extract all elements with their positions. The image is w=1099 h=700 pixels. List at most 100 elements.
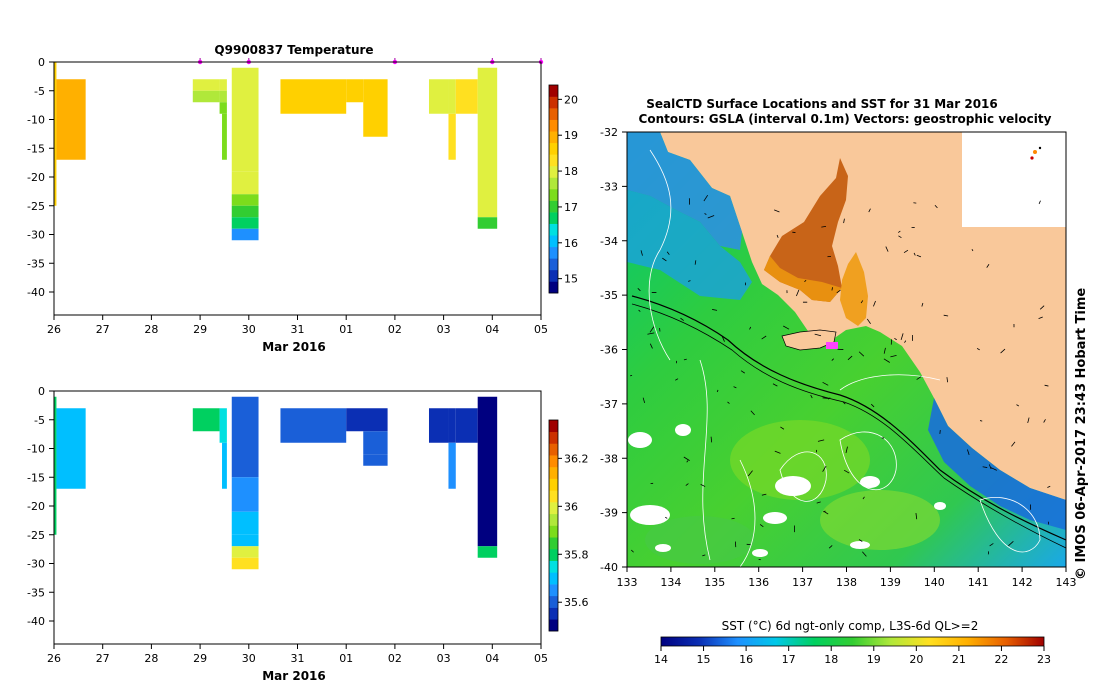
profile-cell xyxy=(231,194,259,206)
spencer-gulf xyxy=(764,158,848,302)
profile-cell xyxy=(280,408,347,443)
velocity-vector xyxy=(783,325,790,330)
x-tick-label: 04 xyxy=(485,323,499,336)
y-tick-label: -5 xyxy=(34,414,45,427)
velocity-vector xyxy=(1008,540,1014,547)
colorbar-segment xyxy=(549,537,558,550)
x-tick-label: 29 xyxy=(193,652,207,665)
sst-colorbar-tick-label: 23 xyxy=(1037,653,1051,666)
x-tick-label: 02 xyxy=(388,323,402,336)
velocity-vector xyxy=(847,355,853,361)
velocity-vector xyxy=(733,386,737,389)
colorbar-tick-label: 17 xyxy=(564,201,578,214)
x-tick-label: 29 xyxy=(193,323,207,336)
velocity-vector xyxy=(903,249,909,254)
colorbar-segment xyxy=(549,548,558,561)
profile-cell xyxy=(192,79,220,91)
profile-cell xyxy=(231,546,259,558)
velocity-vector xyxy=(870,403,875,408)
velocity-vector xyxy=(630,374,633,377)
profile-cell xyxy=(477,546,498,558)
profile-cell xyxy=(192,408,220,432)
longitude-tick-label: 133 xyxy=(617,576,638,589)
latitude-tick-label: -38 xyxy=(600,452,618,465)
velocity-vector xyxy=(638,309,641,312)
y-tick-label: -25 xyxy=(27,529,45,542)
velocity-vector xyxy=(686,460,689,463)
velocity-vector xyxy=(862,551,867,557)
profile-cell xyxy=(363,79,388,137)
velocity-vector xyxy=(858,539,863,542)
velocity-vector xyxy=(915,513,918,520)
x-tick-label: 31 xyxy=(291,323,305,336)
cool-shelf-water xyxy=(627,190,752,300)
velocity-vector xyxy=(883,358,890,363)
colorbar-segment xyxy=(549,200,558,213)
velocity-vector xyxy=(816,501,821,504)
velocity-vector xyxy=(946,377,948,383)
profile-cell xyxy=(346,408,388,432)
profile-cell xyxy=(56,79,86,160)
salinity-y-ticks: 0 -5 -10 -15 -20 -25 -30 -35 -40 xyxy=(27,385,54,628)
colorbar-segment xyxy=(549,478,558,491)
velocity-vector xyxy=(704,213,707,215)
velocity-vector xyxy=(913,252,916,256)
temperature-title: Q9900837 Temperature xyxy=(214,43,373,57)
colorbar-segment xyxy=(549,431,558,444)
y-tick-label: -5 xyxy=(34,85,45,98)
x-tick-label: 28 xyxy=(144,652,158,665)
profile-cell xyxy=(231,217,259,229)
colorbar-tick-label: 20 xyxy=(564,93,578,106)
velocity-vector xyxy=(883,347,886,354)
profile-cell xyxy=(428,79,449,114)
salinity-cells xyxy=(54,396,498,570)
map-longitude-ticks: 133 134 135 136 137 138 139 140 141 142 143 xyxy=(617,567,1077,589)
sst-colorbar xyxy=(660,636,1045,647)
y-tick-label: -15 xyxy=(27,142,45,155)
profile-cell xyxy=(222,113,227,160)
velocity-vector xyxy=(822,397,829,399)
velocity-vector xyxy=(1000,348,1006,354)
longitude-tick-label: 142 xyxy=(1012,576,1033,589)
velocity-vector xyxy=(976,348,980,351)
x-tick-label: 03 xyxy=(437,323,451,336)
velocity-vector xyxy=(637,288,641,292)
colorbar-segment xyxy=(549,212,558,224)
velocity-vector xyxy=(885,246,889,252)
velocity-vector xyxy=(873,300,876,307)
bathymetry-contour xyxy=(631,303,1066,549)
profile-cell xyxy=(222,442,227,489)
x-tick-label: 26 xyxy=(47,323,61,336)
velocity-vector xyxy=(814,333,822,337)
colorbar-tick-label: 36.2 xyxy=(564,452,589,465)
velocity-vector xyxy=(683,358,687,361)
map-latitude-ticks: -32 -33 -34 -35 -36 -37 -38 -39 -40 xyxy=(600,126,627,574)
velocity-vector xyxy=(727,401,730,404)
velocity-vector xyxy=(631,549,634,553)
longitude-tick-label: 143 xyxy=(1056,576,1077,589)
velocity-vector xyxy=(842,401,846,405)
velocity-vector xyxy=(649,343,653,349)
profile-cell xyxy=(477,217,498,229)
latitude-tick-label: -34 xyxy=(600,235,618,248)
colorbar-segment xyxy=(549,490,558,503)
sst-colorbar-tick-label: 21 xyxy=(952,653,966,666)
profile-cell xyxy=(363,454,388,466)
x-tick-label: 27 xyxy=(96,652,110,665)
gsla-contours xyxy=(648,149,1041,567)
colorbar-segment xyxy=(549,154,558,167)
y-tick-label: -15 xyxy=(27,471,45,484)
seal-cluster xyxy=(826,342,838,349)
warm-patch xyxy=(820,490,940,550)
x-tick-label: 04 xyxy=(485,652,499,665)
x-tick-label: 27 xyxy=(96,323,110,336)
velocity-vector xyxy=(747,470,753,477)
profile-cell xyxy=(219,90,227,103)
profile-cell xyxy=(231,511,259,535)
x-tick-label: 05 xyxy=(534,652,548,665)
x-tick-label: 28 xyxy=(144,323,158,336)
velocity-vector xyxy=(683,456,690,461)
x-tick-label: 30 xyxy=(242,652,256,665)
colorbar-segment xyxy=(549,513,558,526)
latitude-tick-label: -37 xyxy=(600,398,618,411)
